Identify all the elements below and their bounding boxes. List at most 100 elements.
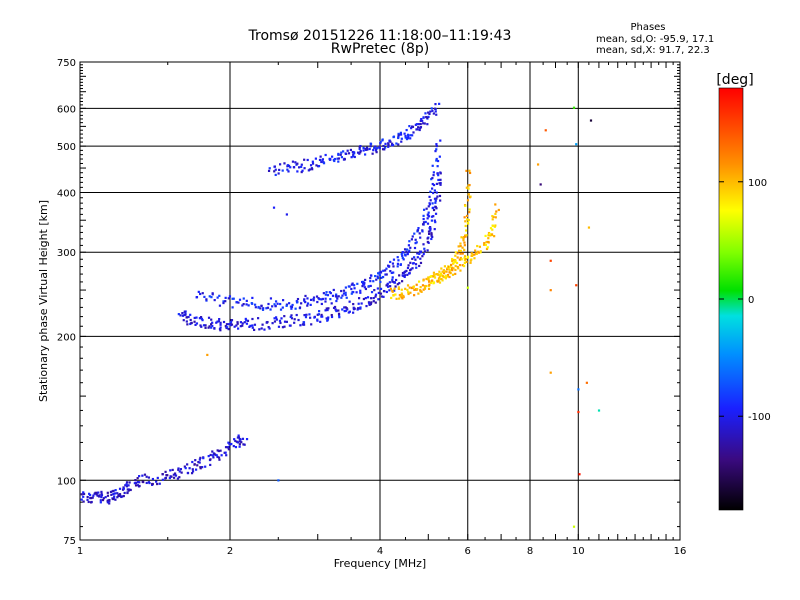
echo-point bbox=[447, 265, 451, 269]
echo-point bbox=[463, 264, 466, 268]
echo-point bbox=[200, 325, 203, 328]
echo-point bbox=[369, 284, 372, 288]
echo-point bbox=[204, 465, 207, 468]
echo-point bbox=[274, 305, 277, 308]
echo-point bbox=[210, 296, 213, 299]
echo-point bbox=[572, 106, 576, 109]
echo-point bbox=[202, 324, 206, 327]
echo-point bbox=[225, 454, 228, 457]
echo-point bbox=[213, 298, 216, 302]
echo-point bbox=[281, 169, 284, 172]
echo-point bbox=[95, 493, 98, 496]
echo-point bbox=[366, 148, 369, 151]
echo-point bbox=[372, 149, 375, 152]
echo-point bbox=[237, 434, 240, 437]
echo-point bbox=[342, 150, 345, 153]
echo-point bbox=[344, 291, 347, 294]
echo-point bbox=[193, 463, 196, 466]
echo-point bbox=[215, 321, 218, 324]
echo-point bbox=[352, 302, 355, 306]
echo-point bbox=[391, 262, 395, 265]
echo-point bbox=[191, 470, 195, 473]
echo-point bbox=[468, 183, 471, 187]
echo-point bbox=[384, 273, 387, 276]
echo-point bbox=[197, 461, 200, 464]
echo-point bbox=[428, 280, 431, 283]
echo-point bbox=[87, 500, 90, 504]
echo-point bbox=[433, 228, 436, 231]
echo-point bbox=[431, 109, 434, 112]
echo-point bbox=[164, 470, 167, 473]
echo-point bbox=[344, 293, 347, 297]
echo-point bbox=[224, 446, 228, 449]
echo-point bbox=[341, 294, 344, 297]
echo-point bbox=[430, 275, 433, 278]
echo-point bbox=[438, 155, 441, 158]
y-tick-label: 400 bbox=[57, 188, 76, 199]
echo-point bbox=[337, 152, 340, 156]
echo-point bbox=[295, 313, 298, 317]
echo-point bbox=[179, 468, 183, 471]
echo-point bbox=[277, 325, 281, 328]
echo-point bbox=[237, 301, 240, 304]
echo-point bbox=[315, 164, 318, 167]
echo-point bbox=[416, 256, 419, 259]
echo-point bbox=[357, 307, 360, 310]
echo-point bbox=[300, 302, 303, 305]
echo-point bbox=[407, 291, 410, 294]
echo-point bbox=[437, 178, 440, 182]
echo-point bbox=[339, 153, 342, 156]
echo-point bbox=[426, 123, 429, 126]
colorbar-tick-label: 0 bbox=[748, 295, 754, 306]
echo-point bbox=[429, 281, 433, 284]
echo-point bbox=[328, 157, 331, 160]
echo-point bbox=[299, 324, 302, 327]
echo-point bbox=[245, 319, 248, 322]
echo-point bbox=[442, 272, 446, 275]
echo-point bbox=[183, 310, 187, 313]
echo-point bbox=[464, 229, 468, 232]
echo-point bbox=[82, 491, 85, 494]
echo-point bbox=[330, 313, 333, 317]
echo-point bbox=[199, 316, 203, 319]
echo-point bbox=[211, 293, 214, 296]
echo-point bbox=[408, 286, 411, 289]
echo-point bbox=[398, 274, 401, 277]
echo-point bbox=[233, 325, 236, 328]
echo-point bbox=[321, 158, 325, 161]
echo-point bbox=[461, 264, 464, 267]
echo-point bbox=[396, 283, 399, 286]
echo-point bbox=[432, 215, 435, 218]
echo-point bbox=[178, 470, 181, 473]
echo-point bbox=[431, 235, 434, 239]
echo-point bbox=[408, 240, 411, 243]
y-tick-label: 500 bbox=[57, 142, 76, 153]
echo-point bbox=[468, 208, 471, 211]
echo-point bbox=[228, 443, 232, 446]
echo-point bbox=[97, 491, 100, 494]
echo-point bbox=[464, 235, 467, 238]
echo-point bbox=[373, 146, 376, 150]
x-tick-label: 8 bbox=[527, 546, 533, 557]
echo-point bbox=[489, 227, 493, 230]
echo-point bbox=[381, 275, 385, 279]
echo-point bbox=[441, 270, 444, 273]
x-tick-label: 6 bbox=[465, 546, 471, 557]
echo-point bbox=[325, 317, 328, 320]
echo-point bbox=[485, 240, 488, 244]
echo-point bbox=[179, 314, 182, 317]
echo-point bbox=[485, 247, 489, 251]
echo-point bbox=[483, 242, 486, 245]
echo-point bbox=[408, 269, 412, 272]
echo-point bbox=[436, 172, 439, 175]
echo-point bbox=[491, 215, 494, 218]
echo-point bbox=[224, 300, 227, 303]
echo-point bbox=[387, 145, 390, 148]
echo-point bbox=[426, 240, 429, 244]
echo-point bbox=[216, 320, 219, 323]
y-tick-labels: 75 100 200 300 400 500 600 750 bbox=[57, 58, 76, 547]
echo-point bbox=[575, 143, 578, 146]
echo-point bbox=[448, 271, 451, 274]
echo-point bbox=[494, 216, 497, 219]
echo-point bbox=[94, 491, 97, 494]
